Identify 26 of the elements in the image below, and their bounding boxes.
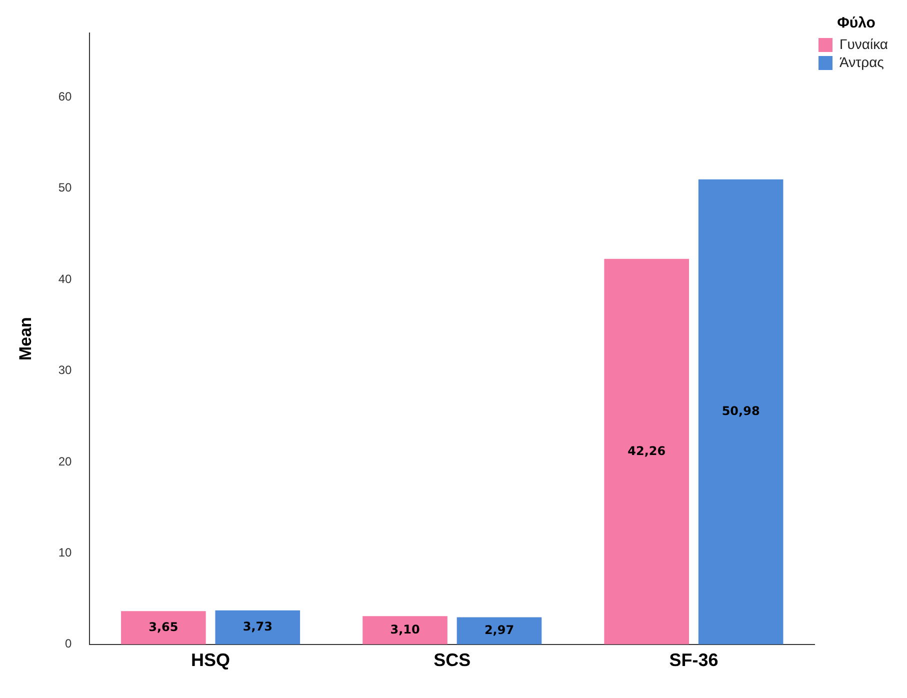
bar xyxy=(121,611,206,644)
bar xyxy=(604,258,689,644)
y-tick-label: 10 xyxy=(58,545,72,560)
bar xyxy=(456,617,542,644)
bar xyxy=(698,179,784,644)
y-tick-label: 0 xyxy=(65,636,72,651)
y-axis-title: Mean xyxy=(16,317,35,361)
y-tick-label: 50 xyxy=(58,180,72,195)
bar xyxy=(215,610,300,644)
data-label: 42,26 xyxy=(628,444,666,458)
bar xyxy=(362,616,448,644)
legend-title: Φύλο xyxy=(837,14,876,32)
data-label: 3,73 xyxy=(242,620,272,634)
legend-label: Γυναίκα xyxy=(840,36,888,52)
x-tick-label: SF-36 xyxy=(669,650,718,670)
y-tick-label: 20 xyxy=(58,454,72,468)
y-tick-label: 40 xyxy=(58,272,72,286)
y-tick-label: 30 xyxy=(58,363,72,378)
data-label: 50,98 xyxy=(722,404,760,418)
x-tick-label: SCS xyxy=(434,650,471,670)
data-label: 3,10 xyxy=(390,622,420,636)
data-label: 3,65 xyxy=(148,620,178,634)
legend-label: Άντρας xyxy=(840,54,884,70)
data-label: 2,97 xyxy=(484,622,514,637)
x-tick-label: HSQ xyxy=(191,650,230,670)
y-tick-label: 60 xyxy=(58,89,72,104)
